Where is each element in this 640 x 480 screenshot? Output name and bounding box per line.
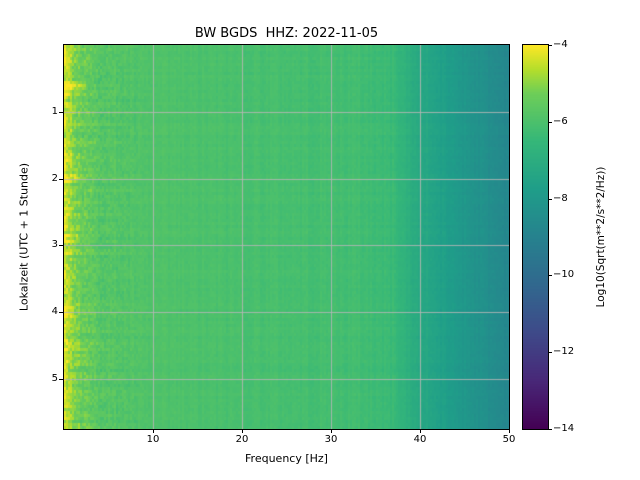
chart-title: BW BGDS HHZ: 2022-11-05 [194, 26, 379, 41]
colorbar [522, 44, 549, 430]
y-tick-label: 2 [51, 172, 58, 184]
x-axis-label: Frequency [Hz] [245, 452, 328, 465]
colorbar-tick-label: −14 [553, 423, 575, 434]
y-tick-label: 3 [51, 239, 58, 251]
y-tick-label: 1 [51, 105, 58, 117]
x-tick-label: 30 [324, 434, 338, 445]
colorbar-tick-label: −10 [553, 269, 575, 281]
y-tick-mark [59, 178, 63, 180]
x-tick-label: 10 [146, 434, 160, 445]
colorbar-tick-label: −4 [553, 39, 568, 50]
x-tick-label: 20 [235, 434, 249, 445]
y-tick-mark [59, 111, 63, 113]
colorbar-tick-mark [549, 121, 552, 123]
y-tick-mark [59, 312, 63, 314]
colorbar-tick-mark [549, 198, 552, 200]
x-tick-mark [242, 429, 243, 433]
colorbar-tick-label: −8 [553, 192, 568, 204]
colorbar-gradient [523, 45, 548, 429]
x-tick-mark [153, 429, 154, 433]
colorbar-tick-label: −12 [553, 346, 575, 358]
y-tick-mark [59, 378, 63, 380]
colorbar-tick-label: −6 [553, 115, 568, 127]
colorbar-tick-mark [549, 352, 552, 354]
x-tick-label: 50 [502, 434, 516, 445]
x-tick-mark [420, 429, 421, 433]
colorbar-tick-mark [549, 45, 552, 46]
colorbar-tick-mark [549, 275, 552, 277]
x-tick-mark [509, 429, 510, 433]
x-tick-label: 40 [413, 434, 427, 445]
colorbar-label: Log10(Sqrt(m**2/s**2/Hz)) [595, 166, 607, 308]
y-tick-label: 4 [51, 306, 58, 318]
x-tick-mark [331, 429, 332, 433]
y-axis-label: Lokalzeit (UTC + 1 Stunde) [17, 162, 31, 312]
y-tick-mark [59, 245, 63, 247]
y-tick-label: 5 [51, 372, 58, 384]
colorbar-tick-mark [549, 429, 552, 430]
spectrogram-heatmap [64, 45, 509, 429]
plot-area [63, 44, 510, 430]
